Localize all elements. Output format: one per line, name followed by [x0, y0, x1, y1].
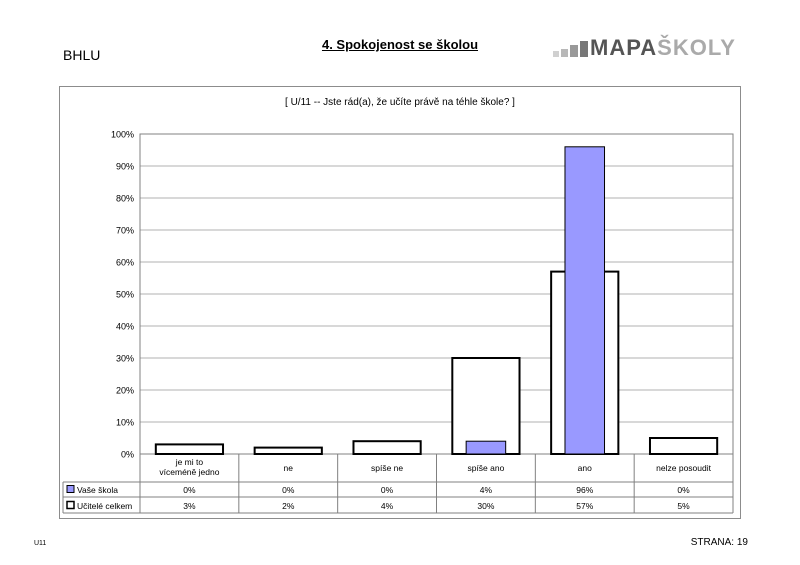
x-category-label: nelze posoudit [656, 463, 711, 473]
section-title: 4. Spokojenost se školou [0, 37, 800, 52]
x-category-label: je mi to víceméně jedno [159, 457, 219, 477]
y-tick-label: 100% [111, 130, 134, 140]
footer-code: U11 [34, 540, 47, 547]
logo-text: MAPAŠKOLY [590, 35, 736, 61]
data-label-vase-skola: 0% [183, 485, 196, 495]
data-label-vase-skola: 4% [480, 485, 493, 495]
y-tick-label: 50% [116, 290, 134, 300]
y-tick-label: 30% [116, 354, 134, 364]
data-label-ucitele-celkem: 5% [677, 501, 690, 511]
x-category-label: spíše ano [467, 463, 504, 473]
data-label-vase-skola: 0% [381, 485, 394, 495]
legend-label-ucitele-celkem: Učitelé celkem [77, 501, 132, 511]
y-tick-label: 10% [116, 418, 134, 428]
page-number: STRANA: 19 [690, 537, 748, 548]
data-label-ucitele-celkem: 57% [576, 501, 593, 511]
logo-text-mapa: MAPA [590, 35, 658, 60]
data-label-ucitele-celkem: 2% [282, 501, 295, 511]
data-label-ucitele-celkem: 4% [381, 501, 394, 511]
bar-ucitele-celkem [352, 440, 422, 456]
section-title-text: 4. Spokojenost se školou [321, 37, 479, 52]
y-tick-label: 90% [116, 162, 134, 172]
chart-question: [ U/11 -- Jste rád(a), že učíte právě na… [285, 97, 515, 108]
y-tick-label: 20% [116, 386, 134, 396]
data-label-vase-skola: 96% [576, 485, 593, 495]
y-tick-label: 60% [116, 258, 134, 268]
legend-key-vase-skola [66, 485, 75, 493]
data-label-ucitele-celkem: 3% [183, 501, 196, 511]
bar-ucitele-celkem [154, 443, 225, 455]
chart-frame [59, 86, 741, 519]
data-label-vase-skola: 0% [282, 485, 295, 495]
x-category-label: ano [578, 463, 592, 473]
bar-vase-skola [564, 146, 606, 455]
legend-key-ucitele-celkem [66, 500, 75, 510]
data-label-ucitele-celkem: 30% [477, 501, 494, 511]
data-label-vase-skola: 0% [677, 485, 690, 495]
y-tick-label: 70% [116, 226, 134, 236]
logo-squares-icon [553, 41, 588, 57]
bar-ucitele-celkem [648, 437, 719, 455]
legend-label-vase-skola: Vaše škola [77, 485, 118, 495]
bar-ucitele-celkem [253, 446, 323, 456]
x-category-label: spíše ne [371, 463, 403, 473]
y-tick-label: 0% [121, 450, 134, 460]
x-category-label: ne [284, 463, 294, 473]
bar-ucitele-celkem [451, 357, 521, 455]
school-code: BHLU [63, 47, 101, 63]
y-tick-label: 80% [116, 194, 134, 204]
bar-vase-skola [465, 440, 507, 455]
y-tick-label: 40% [116, 322, 134, 332]
logo-text-skoly: ŠKOLY [657, 35, 736, 60]
